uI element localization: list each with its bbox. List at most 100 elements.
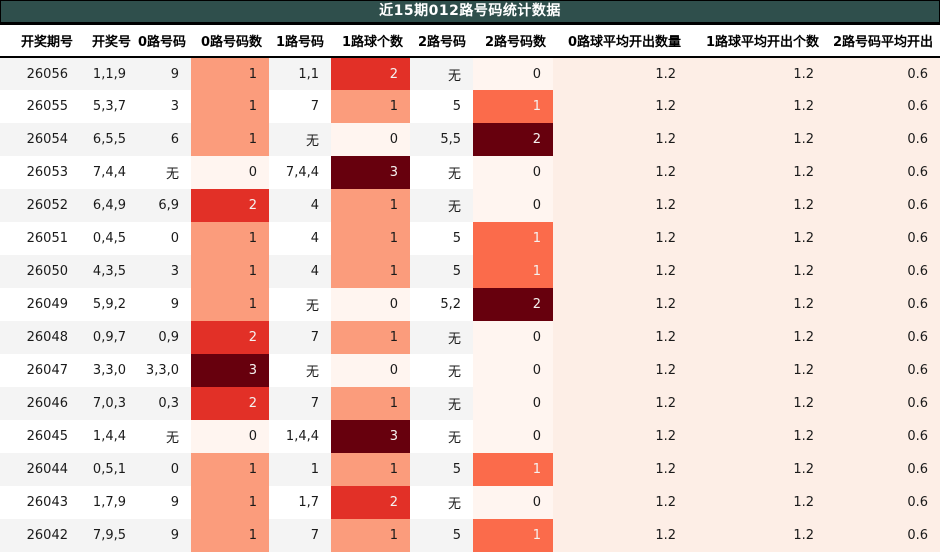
cell-r1n: 1 bbox=[331, 255, 410, 288]
cell-r1: 1,4,4 bbox=[269, 420, 331, 453]
cell-r1n: 0 bbox=[331, 354, 410, 387]
cell-r1n: 1 bbox=[331, 222, 410, 255]
cell-avg1: 1.2 bbox=[688, 354, 826, 387]
table-row: 26051 0,4,5 0 1 4 1 5 1 1.2 1.2 0.6 bbox=[0, 222, 940, 255]
cell-r1n: 1 bbox=[331, 387, 410, 420]
cell-period: 26055 bbox=[0, 90, 80, 123]
cell-avg2: 0.6 bbox=[826, 486, 940, 519]
table-row: 26055 5,3,7 3 1 7 1 5 1 1.2 1.2 0.6 bbox=[0, 90, 940, 123]
cell-r2n: 1 bbox=[473, 519, 553, 552]
cell-r0n: 1 bbox=[191, 453, 269, 486]
cell-r1: 无 bbox=[269, 354, 331, 387]
cell-r0: 0 bbox=[138, 453, 191, 486]
cell-r2: 无 bbox=[410, 486, 473, 519]
cell-r1: 1,7 bbox=[269, 486, 331, 519]
header-row: 开奖期号 开奖号 0路号码 0路号码数 1路号码 1路球个数 2路号码 2路号码数 0路球平均开… bbox=[0, 25, 940, 58]
cell-avg1: 1.2 bbox=[688, 255, 826, 288]
cell-r2: 5 bbox=[410, 453, 473, 486]
cell-r0: 0,9 bbox=[138, 321, 191, 354]
cell-r1: 7,4,4 bbox=[269, 156, 331, 189]
cell-r0: 6 bbox=[138, 123, 191, 156]
cell-avg0: 1.2 bbox=[553, 255, 688, 288]
cell-r0: 0,3 bbox=[138, 387, 191, 420]
cell-r0: 3 bbox=[138, 255, 191, 288]
cell-r0: 3,3,0 bbox=[138, 354, 191, 387]
table-row: 26053 7,4,4 无 0 7,4,4 3 无 0 1.2 1.2 0.6 bbox=[0, 156, 940, 189]
cell-r0n: 0 bbox=[191, 156, 269, 189]
cell-r0: 无 bbox=[138, 420, 191, 453]
cell-avg2: 0.6 bbox=[826, 57, 940, 90]
cell-avg0: 1.2 bbox=[553, 321, 688, 354]
cell-period: 26043 bbox=[0, 486, 80, 519]
table-row: 26052 6,4,9 6,9 2 4 1 无 0 1.2 1.2 0.6 bbox=[0, 189, 940, 222]
cell-r2n: 0 bbox=[473, 387, 553, 420]
cell-r0: 6,9 bbox=[138, 189, 191, 222]
cell-r1: 7 bbox=[269, 321, 331, 354]
cell-r0: 9 bbox=[138, 57, 191, 90]
col-header-r1: 1路号码 bbox=[269, 25, 331, 58]
cell-draw: 7,0,3 bbox=[80, 387, 138, 420]
cell-r1: 无 bbox=[269, 123, 331, 156]
cell-draw: 1,4,4 bbox=[80, 420, 138, 453]
cell-avg1: 1.2 bbox=[688, 420, 826, 453]
table-body: 26056 1,1,9 9 1 1,1 2 无 0 1.2 1.2 0.6 26055 5,3,7 3 1 7… bbox=[0, 57, 940, 552]
cell-avg1: 1.2 bbox=[688, 321, 826, 354]
cell-avg0: 1.2 bbox=[553, 519, 688, 552]
table-row: 26046 7,0,3 0,3 2 7 1 无 0 1.2 1.2 0.6 bbox=[0, 387, 940, 420]
col-header-r2: 2路号码 bbox=[410, 25, 473, 58]
table-row: 26056 1,1,9 9 1 1,1 2 无 0 1.2 1.2 0.6 bbox=[0, 57, 940, 90]
cell-r0n: 0 bbox=[191, 420, 269, 453]
cell-r2n: 1 bbox=[473, 90, 553, 123]
cell-r1n: 3 bbox=[331, 156, 410, 189]
cell-r0: 9 bbox=[138, 288, 191, 321]
cell-avg1: 1.2 bbox=[688, 288, 826, 321]
table-row: 26044 0,5,1 0 1 1 1 5 1 1.2 1.2 0.6 bbox=[0, 453, 940, 486]
cell-period: 26042 bbox=[0, 519, 80, 552]
table-row: 26043 1,7,9 9 1 1,7 2 无 0 1.2 1.2 0.6 bbox=[0, 486, 940, 519]
cell-r2: 无 bbox=[410, 156, 473, 189]
cell-draw: 0,4,5 bbox=[80, 222, 138, 255]
cell-avg1: 1.2 bbox=[688, 453, 826, 486]
col-header-avg2: 2路号码平均开出 bbox=[826, 25, 940, 58]
cell-period: 26047 bbox=[0, 354, 80, 387]
cell-avg0: 1.2 bbox=[553, 90, 688, 123]
col-header-r0: 0路号码 bbox=[138, 25, 191, 58]
cell-avg1: 1.2 bbox=[688, 123, 826, 156]
cell-r1n: 1 bbox=[331, 453, 410, 486]
table-row: 26048 0,9,7 0,9 2 7 1 无 0 1.2 1.2 0.6 bbox=[0, 321, 940, 354]
cell-r0n: 1 bbox=[191, 288, 269, 321]
col-header-avg0: 0路球平均开出数量 bbox=[553, 25, 688, 58]
cell-avg2: 0.6 bbox=[826, 222, 940, 255]
cell-r2n: 0 bbox=[473, 57, 553, 90]
cell-r0n: 1 bbox=[191, 486, 269, 519]
cell-r0n: 1 bbox=[191, 57, 269, 90]
cell-r1n: 1 bbox=[331, 321, 410, 354]
cell-draw: 0,5,1 bbox=[80, 453, 138, 486]
cell-draw: 5,3,7 bbox=[80, 90, 138, 123]
cell-r1n: 2 bbox=[331, 486, 410, 519]
cell-draw: 7,4,4 bbox=[80, 156, 138, 189]
cell-avg2: 0.6 bbox=[826, 387, 940, 420]
cell-r1: 1,1 bbox=[269, 57, 331, 90]
cell-r0: 9 bbox=[138, 519, 191, 552]
cell-r1: 1 bbox=[269, 453, 331, 486]
cell-r1n: 1 bbox=[331, 519, 410, 552]
cell-r2n: 2 bbox=[473, 288, 553, 321]
cell-r0: 9 bbox=[138, 486, 191, 519]
cell-r1: 4 bbox=[269, 189, 331, 222]
cell-avg1: 1.2 bbox=[688, 57, 826, 90]
cell-r1n: 1 bbox=[331, 90, 410, 123]
stats-table: 开奖期号 开奖号 0路号码 0路号码数 1路号码 1路球个数 2路号码 2路号码数 0路球平均开… bbox=[0, 25, 940, 552]
cell-avg2: 0.6 bbox=[826, 123, 940, 156]
cell-r2: 无 bbox=[410, 57, 473, 90]
cell-r2n: 0 bbox=[473, 321, 553, 354]
cell-avg2: 0.6 bbox=[826, 189, 940, 222]
table-row: 26047 3,3,0 3,3,0 3 无 0 无 0 1.2 1.2 0.6 bbox=[0, 354, 940, 387]
col-header-period: 开奖期号 bbox=[0, 25, 80, 58]
cell-avg1: 1.2 bbox=[688, 387, 826, 420]
cell-r2n: 1 bbox=[473, 453, 553, 486]
cell-avg0: 1.2 bbox=[553, 156, 688, 189]
cell-period: 26050 bbox=[0, 255, 80, 288]
cell-draw: 1,1,9 bbox=[80, 57, 138, 90]
cell-avg1: 1.2 bbox=[688, 486, 826, 519]
